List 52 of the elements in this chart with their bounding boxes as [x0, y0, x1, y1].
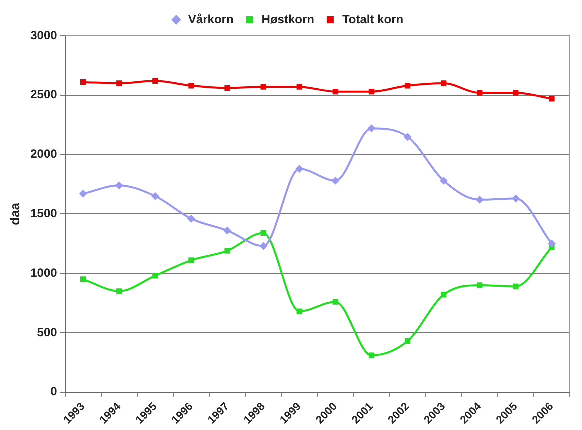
point — [477, 90, 483, 96]
legend-label: Totalt korn — [342, 12, 404, 26]
point — [296, 165, 304, 174]
point — [512, 194, 520, 203]
point — [332, 299, 338, 305]
point — [151, 192, 160, 200]
y-tick-label: 1000 — [30, 266, 58, 280]
point — [368, 124, 376, 133]
point — [477, 282, 483, 288]
point — [116, 288, 122, 294]
point — [404, 338, 411, 344]
y-tick-label: 0 — [50, 384, 58, 399]
point — [332, 89, 338, 95]
point — [224, 85, 230, 92]
point — [260, 242, 268, 250]
point — [368, 352, 375, 358]
point — [296, 84, 302, 90]
point — [224, 226, 232, 235]
point — [188, 83, 194, 89]
point — [368, 89, 375, 95]
y-tick-label: 2000 — [30, 147, 58, 162]
point — [187, 214, 196, 223]
point — [404, 132, 412, 141]
point — [80, 276, 86, 282]
point — [513, 284, 519, 290]
point — [80, 80, 86, 86]
point — [115, 182, 124, 190]
point — [476, 196, 484, 204]
point — [440, 80, 447, 86]
point — [404, 83, 411, 89]
point — [548, 240, 556, 248]
point — [79, 190, 88, 198]
point — [224, 248, 230, 254]
legend-label: Høstkorn — [262, 12, 314, 26]
point — [513, 90, 519, 96]
legend-label: Vårkorn — [188, 12, 234, 26]
point — [152, 273, 158, 279]
point — [440, 292, 447, 298]
point — [152, 78, 158, 84]
point — [440, 176, 448, 185]
y-tick-label: 2500 — [30, 88, 58, 102]
point — [260, 84, 266, 90]
y-tick-label: 3000 — [30, 28, 58, 42]
point — [188, 258, 194, 264]
point — [116, 80, 122, 86]
point — [260, 230, 266, 236]
y-axis-title: daa — [7, 202, 22, 226]
point — [296, 308, 302, 314]
y-tick-label: 500 — [37, 325, 58, 340]
point — [332, 176, 340, 185]
y-tick-label: 1500 — [30, 206, 58, 220]
point — [549, 96, 555, 102]
